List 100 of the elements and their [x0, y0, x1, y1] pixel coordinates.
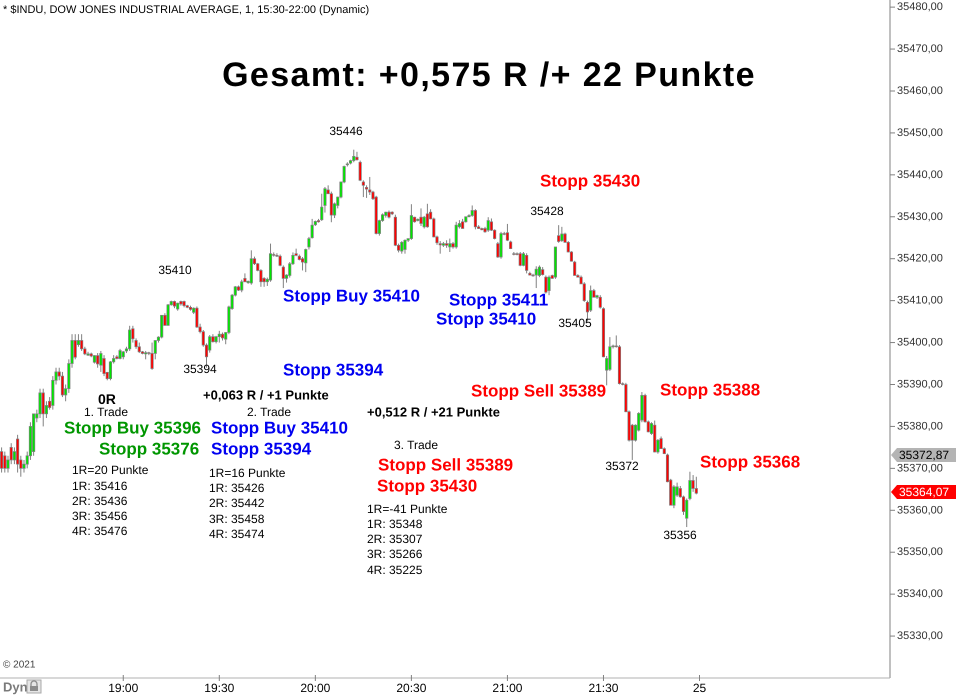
text: Gesamt: +0,575 R /+ 22 Punkte — [222, 56, 756, 94]
text: 35364,07 — [899, 485, 950, 499]
candlestick — [118, 348, 122, 360]
text: 35372,87 — [899, 448, 950, 462]
x-tick-label: 20:30 — [396, 681, 427, 695]
annotation: +0,063 R / +1 Punkte — [203, 388, 329, 402]
annotation: Stopp 35394 — [211, 440, 312, 458]
y-tick-label: 35350,00 — [897, 546, 943, 558]
candlestick — [544, 274, 548, 294]
candlestick — [410, 204, 413, 240]
annotation: 35428 — [530, 204, 564, 218]
candlestick — [60, 371, 64, 398]
annotation: Stopp Sell 35389 — [471, 382, 606, 400]
y-tick-label: 35380,00 — [897, 420, 943, 432]
candlestick — [3, 451, 6, 474]
chart-subtitle: * $INDU, DOW JONES INDUSTRIAL AVERAGE, 1, 15:30-22:00 (Dynamic) — [3, 4, 370, 16]
candlestick — [518, 251, 522, 267]
candlestick — [166, 303, 170, 326]
annotation: 35372 — [605, 459, 640, 473]
candlestick — [403, 238, 407, 254]
candlestick — [352, 149, 356, 163]
y-tick-label: 35430,00 — [897, 210, 943, 223]
candlestick — [38, 388, 42, 419]
annotation: 2. Trade — [247, 405, 292, 419]
annotation: 2R: 35307 — [367, 532, 423, 546]
y-tick-label: 35330,00 — [897, 630, 943, 642]
candlestick — [598, 294, 602, 310]
annotation: +0,512 R / +21 Punkte — [367, 404, 500, 420]
candlestick — [362, 180, 365, 198]
annotation: © 2021 — [3, 660, 36, 670]
candlestick — [534, 266, 538, 289]
annotation: 3R: 35458 — [209, 512, 265, 526]
y-tick-label: 35400,00 — [897, 336, 943, 349]
annotation: Stopp 35388 — [660, 380, 760, 400]
y-tick-label: 35410,00 — [897, 294, 943, 307]
annotation: 35410 — [158, 263, 192, 277]
annotation: Stopp 35411 — [449, 290, 548, 310]
candlestick — [42, 388, 45, 427]
y-tick-label: 35370,00 — [897, 462, 943, 474]
candlestick — [486, 216, 490, 232]
candlestick — [160, 314, 164, 339]
y-tick-label: 35360,00 — [897, 504, 943, 516]
annotation: Stopp 35368 — [700, 452, 800, 472]
annotation: Stopp 35410 — [436, 310, 536, 328]
annotation: Stopp 35430 — [377, 476, 478, 496]
annotation: 4R: 35225 — [367, 563, 423, 577]
annotation: 35405 — [558, 316, 592, 330]
candlestick — [0, 446, 4, 474]
annotation: 1R=-41 Punkte — [367, 502, 448, 516]
annotation: 1R: 35348 — [367, 517, 423, 531]
candlestick — [448, 238, 452, 252]
annotation: 3R: 35266 — [367, 547, 423, 561]
annotation: Stopp 35430 — [540, 172, 640, 190]
candlestick — [461, 218, 464, 230]
annotation: 3. Trade — [394, 438, 438, 452]
annotation: 35356 — [663, 528, 698, 542]
text: Dyn — [3, 680, 28, 694]
candlestick — [499, 231, 503, 260]
annotation: 35394 — [183, 362, 218, 376]
x-tick-label: 19:00 — [108, 681, 139, 695]
annotation: 1R: 35426 — [209, 481, 265, 495]
x-tick-label: 19:30 — [204, 681, 235, 695]
y-tick-label: 35460,00 — [897, 84, 943, 97]
y-tick-label: 35390,00 — [897, 378, 943, 390]
candlestick — [506, 223, 509, 242]
annotation: 35446 — [329, 124, 364, 138]
annotation: Stopp Buy 35396 — [64, 418, 201, 438]
candlestick — [99, 350, 102, 372]
candlestick — [150, 342, 154, 370]
annotation: Stopp 35376 — [99, 440, 200, 458]
y-tick-label: 35340,00 — [897, 588, 943, 600]
annotation: Stopp Sell 35389 — [378, 456, 514, 474]
candlestick — [128, 325, 132, 352]
candlestick — [454, 221, 458, 250]
x-tick-label: 21:00 — [492, 681, 523, 695]
y-tick-label: 35450,00 — [897, 126, 943, 139]
annotation: Stopp 35394 — [283, 360, 384, 380]
candlestick — [525, 252, 528, 274]
candlestick — [74, 334, 77, 360]
annotation: 1R=20 Punkte — [72, 463, 149, 477]
x-tick-label: 21:30 — [588, 681, 619, 695]
candlestick — [96, 352, 100, 368]
candlestick — [694, 476, 698, 495]
candlestick — [218, 330, 221, 344]
candlestick — [358, 160, 362, 182]
x-tick-label: 20:00 — [300, 681, 331, 695]
annotation: 4R: 35474 — [209, 527, 265, 541]
x-tick-label: 25 — [692, 681, 707, 695]
annotation: 2R: 35442 — [209, 496, 265, 510]
candlestick — [560, 226, 564, 242]
annotation: Stopp Buy 35410 — [283, 286, 420, 306]
annotation: 1. Trade — [84, 405, 128, 419]
candlestick — [557, 224, 560, 244]
candlestick — [240, 279, 244, 293]
candlestick — [400, 240, 404, 254]
candlestick — [102, 354, 106, 377]
y-tick-label: 35480,00 — [897, 1, 943, 14]
annotation: 1R: 35416 — [72, 479, 128, 493]
annotation: 1R=16 Punkte — [209, 466, 286, 480]
candlestick — [138, 342, 141, 354]
